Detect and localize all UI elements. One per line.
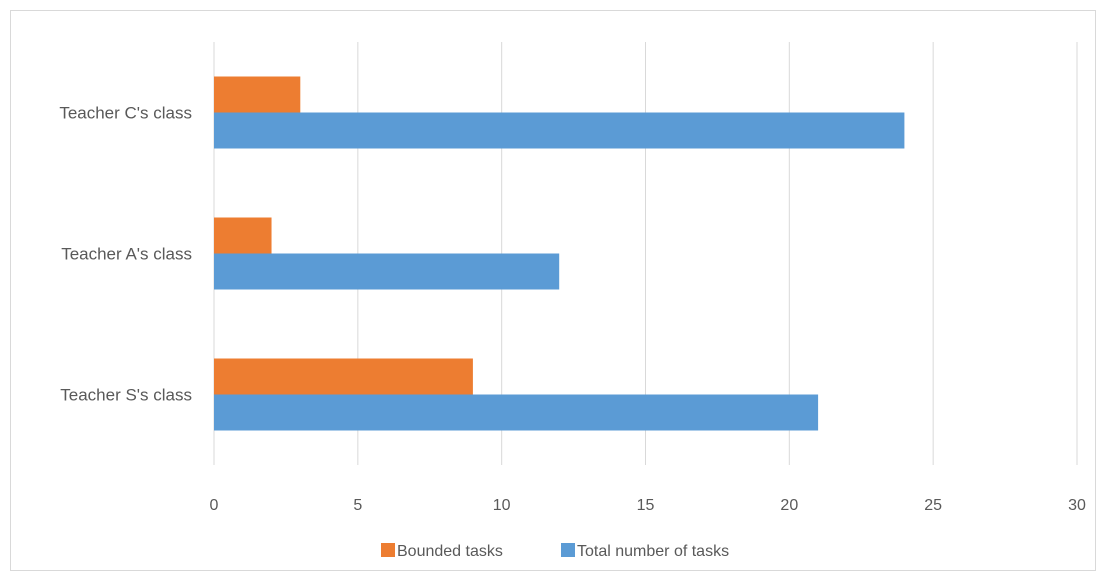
x-tick-label: 10 <box>493 497 511 514</box>
legend: Bounded tasks Total number of tasks <box>381 543 729 560</box>
axis-layer: 0 5 10 15 20 25 30 Teacher C's class Teacher A's… <box>59 104 1086 515</box>
bar-bounded-tasks-0 <box>214 76 301 113</box>
bar-total-number-of-tasks-2 <box>214 394 819 431</box>
category-label: Teacher A's class <box>61 245 192 264</box>
bar-bounded-tasks-2 <box>214 358 473 395</box>
category-label: Teacher S's class <box>60 386 192 405</box>
legend-label: Bounded tasks <box>397 543 503 560</box>
x-tick-label: 0 <box>210 497 219 514</box>
category-label: Teacher C's class <box>59 104 192 123</box>
legend-label: Total number of tasks <box>577 543 729 560</box>
legend-swatch <box>381 543 395 557</box>
bars-layer <box>214 76 905 431</box>
x-tick-label: 5 <box>353 497 362 514</box>
x-tick-label: 25 <box>924 497 942 514</box>
bar-bounded-tasks-1 <box>214 217 272 254</box>
chart-frame <box>10 10 1096 571</box>
x-tick-label: 20 <box>780 497 798 514</box>
x-tick-label: 30 <box>1068 497 1086 514</box>
x-tick-label: 15 <box>637 497 655 514</box>
legend-swatch <box>561 543 575 557</box>
bar-total-number-of-tasks-0 <box>214 112 905 149</box>
bar-total-number-of-tasks-1 <box>214 253 560 290</box>
